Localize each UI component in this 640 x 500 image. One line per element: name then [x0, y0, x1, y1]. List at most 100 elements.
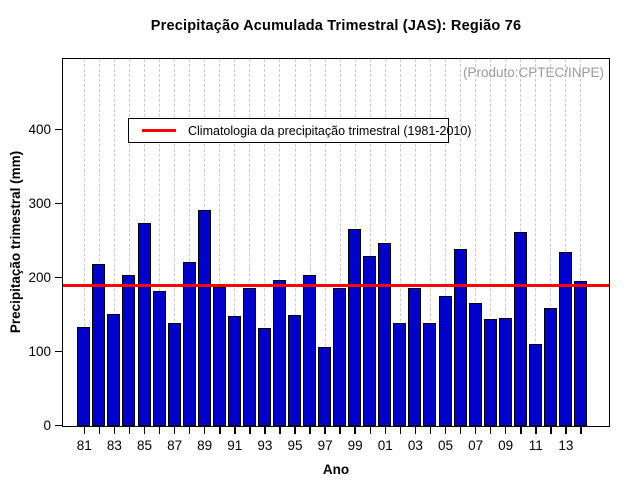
x-tick-label: 03: [407, 438, 423, 453]
gridline: [580, 59, 582, 426]
bar-1991: [227, 315, 241, 426]
gridline: [83, 59, 85, 426]
bar-1984: [122, 275, 136, 426]
x-tick-mark: [550, 427, 552, 434]
y-axis-label: Precipitação trimestral (mm): [8, 150, 23, 334]
x-tick-mark: [474, 427, 477, 434]
bar-1992: [242, 288, 256, 426]
bar-2011: [528, 343, 542, 426]
bar-2008: [483, 318, 497, 426]
bar-1989: [197, 210, 211, 426]
bar-2013: [558, 252, 572, 426]
x-tick-mark: [429, 427, 432, 434]
bar-1987: [167, 322, 181, 426]
x-tick-mark: [339, 427, 341, 434]
x-tick-label: 11: [528, 438, 543, 453]
x-tick-mark: [489, 427, 492, 434]
bar-1994: [272, 279, 286, 426]
x-tick-mark: [324, 427, 326, 434]
gridline: [475, 59, 477, 426]
bar-2001: [378, 242, 392, 426]
x-tick-mark: [188, 427, 191, 434]
x-tick-label: 85: [136, 438, 153, 453]
x-tick-mark: [369, 427, 371, 434]
gridline: [460, 59, 462, 426]
gridline: [490, 59, 492, 426]
x-tick-label: 93: [257, 438, 273, 453]
x-tick-mark: [384, 427, 387, 434]
x-tick-label: 95: [287, 438, 303, 453]
gridline: [384, 59, 386, 426]
x-tick-mark: [128, 427, 131, 434]
y-tick-mark: [55, 350, 62, 353]
x-tick-label: 97: [317, 438, 333, 453]
bar-1981: [77, 326, 91, 426]
gridline: [113, 59, 115, 426]
x-tick-mark: [535, 427, 537, 434]
bar-1990: [212, 287, 226, 426]
x-tick-mark: [158, 427, 161, 434]
bar-1986: [152, 290, 166, 426]
gridline: [128, 59, 130, 426]
gridline: [565, 59, 567, 426]
x-tick-label: 83: [106, 438, 122, 453]
bar-1983: [107, 314, 121, 426]
x-tick-mark: [414, 427, 417, 434]
bar-1997: [318, 346, 332, 426]
gridline: [189, 59, 191, 426]
bar-1996: [303, 275, 317, 426]
x-tick-label: 91: [227, 438, 243, 453]
gridline: [264, 59, 266, 426]
bar-1999: [348, 228, 362, 426]
bar-2010: [513, 231, 527, 426]
gridline: [414, 59, 416, 426]
y-tick-label: 400: [28, 121, 51, 137]
x-tick-mark: [399, 427, 402, 434]
gridline: [429, 59, 431, 426]
x-tick-mark: [113, 427, 116, 434]
x-tick-label: 87: [167, 438, 183, 453]
x-tick-mark: [264, 427, 266, 434]
bar-2005: [438, 295, 452, 426]
bar-2000: [363, 255, 377, 426]
x-tick-label: 01: [377, 438, 393, 453]
x-tick-label: 89: [197, 438, 213, 453]
x-tick-mark: [459, 427, 462, 434]
watermark: (Produto:CPTEC/INPE): [462, 65, 604, 80]
bar-1985: [137, 222, 151, 426]
bar-2014: [573, 281, 587, 426]
x-tick-mark: [98, 427, 101, 434]
x-tick-mark: [219, 427, 221, 434]
x-tick-label: 05: [437, 438, 454, 453]
x-tick-mark: [143, 427, 146, 434]
gridline: [339, 59, 341, 426]
climatology-line: [63, 283, 609, 287]
x-tick-label: 13: [558, 438, 574, 453]
gridline: [98, 59, 100, 426]
x-tick-mark: [444, 427, 447, 434]
x-tick-mark: [249, 427, 251, 434]
x-tick-mark: [83, 427, 86, 434]
legend-label: Climatologia da precipitação trimestral …: [188, 123, 472, 138]
y-tick-mark: [55, 128, 62, 131]
bar-1995: [288, 315, 301, 426]
bar-2009: [498, 318, 512, 426]
gridline: [535, 59, 537, 426]
x-tick-label: 07: [468, 438, 484, 453]
bar-1993: [257, 327, 271, 426]
gridline: [309, 59, 311, 426]
x-tick-mark: [309, 427, 311, 434]
x-axis-label: Ano: [322, 462, 350, 477]
y-tick-label: 100: [28, 343, 51, 359]
x-tick-mark: [580, 427, 582, 434]
x-tick-mark: [203, 427, 206, 434]
x-tick-mark: [520, 427, 522, 434]
x-tick-mark: [173, 427, 176, 434]
bar-1982: [92, 264, 106, 426]
gridline: [399, 59, 401, 426]
gridline: [505, 59, 507, 426]
y-tick-mark: [55, 202, 62, 205]
gridline: [369, 59, 371, 426]
bar-2002: [393, 323, 407, 426]
y-tick-label: 300: [28, 195, 51, 211]
